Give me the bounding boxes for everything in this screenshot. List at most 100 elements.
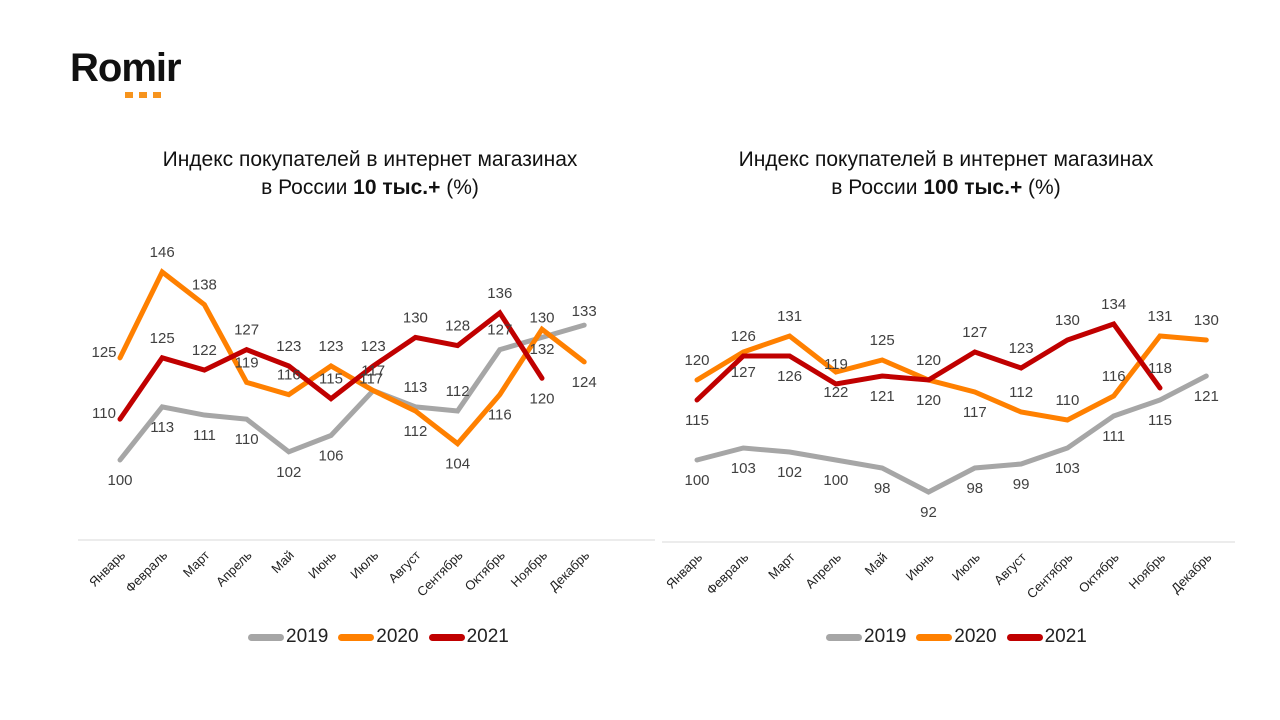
data-label-2020: 146 xyxy=(150,244,175,261)
x-tick-label: Апрель xyxy=(213,547,255,589)
data-label-2021: 125 xyxy=(150,330,175,347)
data-label-2021: 136 xyxy=(487,285,512,302)
data-label-2020: 125 xyxy=(91,344,116,361)
x-tick-label: Июнь xyxy=(903,549,937,583)
data-label-2021: 130 xyxy=(403,309,428,326)
data-label-2020: 130 xyxy=(1194,312,1219,329)
series-line-2019 xyxy=(117,322,587,463)
chart-title-left-line1: Индекс покупателей в интернет магазинах xyxy=(162,148,578,171)
x-tick-label: Июль xyxy=(347,547,381,581)
data-label-2021: 115 xyxy=(319,371,343,388)
legend-item-2019: 2019 xyxy=(248,626,328,648)
data-label-2021: 119 xyxy=(824,356,848,373)
legend-item-2019: 2019 xyxy=(826,626,906,648)
data-label-2021: 122 xyxy=(192,342,217,359)
data-label-2019: 121 xyxy=(1194,388,1219,405)
data-label-2019: 117 xyxy=(359,371,383,388)
x-tick-label: Ноябрь xyxy=(508,547,551,590)
legend-swatch xyxy=(248,633,284,641)
x-tick-label: Декабрь xyxy=(1168,549,1215,596)
data-label-2019: 92 xyxy=(920,504,937,521)
data-label-2019: 103 xyxy=(1055,460,1080,477)
x-tick-label: Октябрь xyxy=(1076,549,1122,595)
data-label-2019: 102 xyxy=(777,464,802,481)
series-line-2019 xyxy=(694,373,1209,495)
data-label-2021: 127 xyxy=(962,324,987,341)
legend-item-2020: 2020 xyxy=(338,626,419,648)
data-label-2019: 106 xyxy=(318,447,343,464)
data-label-2021: 126 xyxy=(731,328,756,345)
x-tick-label: Декабрь xyxy=(546,547,593,594)
x-tick-label: Июнь xyxy=(305,547,339,581)
data-label-2020: 120 xyxy=(916,352,941,369)
data-label-2019: 111 xyxy=(1102,428,1125,445)
x-tick-label: Сентябрь xyxy=(414,547,466,599)
data-label-2021: 123 xyxy=(361,338,386,355)
x-tick-label: Март xyxy=(180,547,213,580)
data-label-2019: 112 xyxy=(446,383,470,400)
series-line-2020 xyxy=(117,268,587,448)
series-line-2020 xyxy=(694,333,1209,423)
x-tick-label: Январь xyxy=(663,549,705,591)
chart-title-left: Индекс покупателей в интернет магазинах … xyxy=(90,146,650,202)
logo-dots xyxy=(125,92,161,98)
data-label-2021: 134 xyxy=(1101,296,1126,313)
data-label-2020: 112 xyxy=(403,423,427,440)
data-label-2019: 130 xyxy=(529,309,554,326)
data-label-2021: 123 xyxy=(1009,340,1034,357)
data-label-2021: 120 xyxy=(529,390,554,407)
legend-left: 2019 2020 2021 xyxy=(248,626,509,648)
data-label-2019: 110 xyxy=(235,431,259,448)
data-label-2021: 120 xyxy=(916,392,941,409)
data-label-2021: 128 xyxy=(445,318,470,335)
legend-swatch xyxy=(338,633,375,641)
x-tick-label: Август xyxy=(991,549,1029,587)
data-label-2021: 130 xyxy=(1055,312,1080,329)
data-label-2020: 116 xyxy=(1102,368,1126,385)
data-label-2020: 132 xyxy=(529,341,554,358)
legend-item-2021: 2021 xyxy=(1006,626,1087,648)
data-label-2019: 98 xyxy=(874,480,891,497)
x-tick-label: Май xyxy=(268,548,297,577)
series-line-2021 xyxy=(694,321,1163,403)
x-tick-label: Октябрь xyxy=(462,547,508,593)
data-label-2020: 119 xyxy=(235,354,259,371)
data-label-2019: 115 xyxy=(1148,412,1172,429)
data-label-2020: 131 xyxy=(777,308,802,325)
data-label-2019: 100 xyxy=(107,472,132,489)
data-label-2019: 99 xyxy=(1013,476,1030,493)
data-label-2021: 121 xyxy=(870,388,895,405)
data-label-2020: 117 xyxy=(963,404,987,421)
data-label-2020: 127 xyxy=(731,364,756,381)
x-tick-label: Апрель xyxy=(802,549,844,591)
legend-swatch xyxy=(1006,633,1043,641)
data-label-2020: 116 xyxy=(488,407,512,424)
data-label-2020: 131 xyxy=(1147,308,1172,325)
series-line-2021 xyxy=(117,309,545,422)
data-label-2019: 102 xyxy=(276,464,301,481)
chart-title-right-line1: Индекс покупателей в интернет магазинах xyxy=(738,148,1154,171)
data-label-2019: 103 xyxy=(731,460,756,477)
data-label-2020: 125 xyxy=(870,332,895,349)
data-label-2020: 104 xyxy=(445,456,470,473)
data-label-2021: 118 xyxy=(1148,360,1172,377)
data-label-2021: 127 xyxy=(234,322,259,339)
x-tick-label: Январь xyxy=(86,547,128,589)
data-label-2020: 110 xyxy=(1055,392,1079,409)
data-label-2019: 133 xyxy=(572,303,597,320)
romir-logo: Romir xyxy=(70,46,210,106)
data-label-2020: 117 xyxy=(361,363,385,380)
x-tick-label: Август xyxy=(385,547,423,585)
data-label-2019: 100 xyxy=(684,472,709,489)
legend-swatch xyxy=(916,633,953,641)
chart-title-right-line2: в России 100 тыс.+ (%) xyxy=(831,176,1061,199)
data-label-2021: 115 xyxy=(685,412,709,429)
data-label-2019: 127 xyxy=(487,322,512,339)
data-label-2021: 110 xyxy=(92,405,116,422)
data-label-2019: 98 xyxy=(966,480,983,497)
data-label-2020: 122 xyxy=(823,384,848,401)
data-label-2019: 113 xyxy=(403,379,427,396)
data-label-2020: 123 xyxy=(318,338,343,355)
